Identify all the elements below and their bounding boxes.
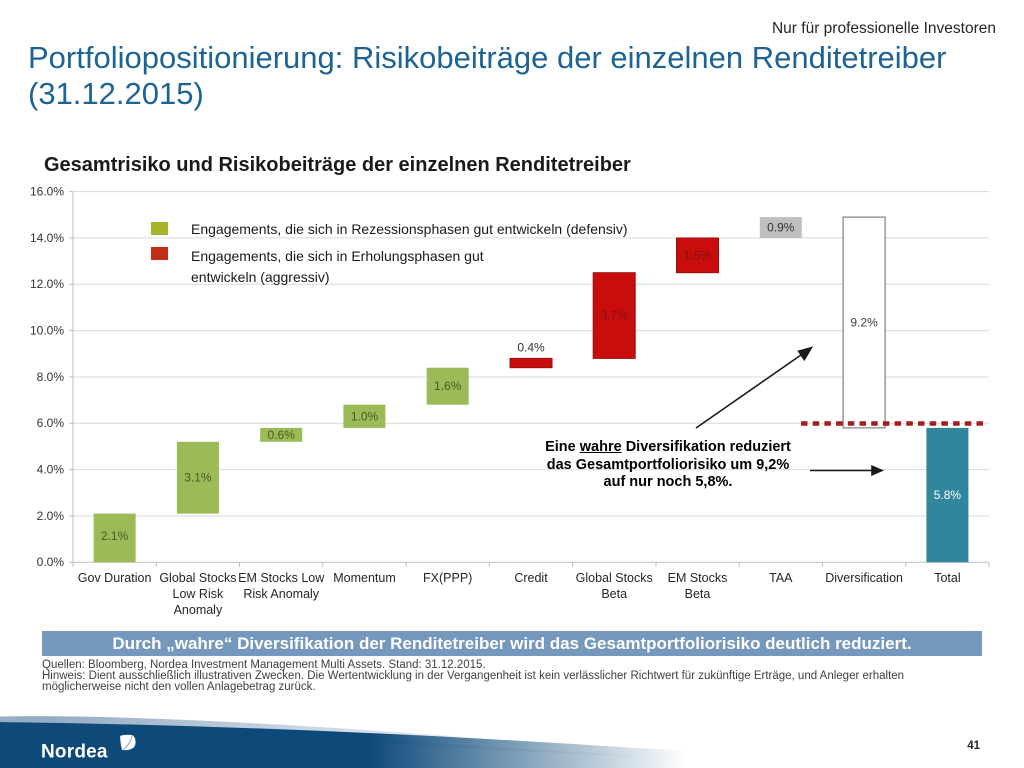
- svg-text:14.0%: 14.0%: [30, 231, 64, 245]
- svg-text:12.0%: 12.0%: [30, 277, 64, 291]
- svg-text:0.9%: 0.9%: [767, 221, 795, 235]
- svg-text:1.6%: 1.6%: [434, 379, 462, 393]
- svg-text:TAA: TAA: [769, 571, 793, 585]
- svg-text:Nordea: Nordea: [41, 742, 108, 763]
- svg-text:Beta: Beta: [685, 587, 711, 601]
- svg-text:9.2%: 9.2%: [850, 316, 878, 330]
- svg-text:Credit: Credit: [514, 571, 548, 585]
- svg-text:FX(PPP): FX(PPP): [423, 571, 472, 585]
- svg-text:2.0%: 2.0%: [37, 509, 65, 523]
- svg-text:2.1%: 2.1%: [101, 529, 129, 543]
- svg-text:10.0%: 10.0%: [30, 324, 64, 338]
- svg-text:Low Risk: Low Risk: [173, 587, 224, 601]
- svg-text:Anomaly: Anomaly: [174, 603, 223, 617]
- svg-text:Diversification: Diversification: [825, 571, 903, 585]
- svg-text:Global Stocks: Global Stocks: [576, 571, 653, 585]
- svg-text:1.5%: 1.5%: [684, 248, 712, 262]
- svg-text:5.8%: 5.8%: [934, 488, 962, 502]
- svg-text:0.6%: 0.6%: [268, 428, 296, 442]
- svg-text:3.7%: 3.7%: [601, 309, 629, 323]
- svg-text:16.0%: 16.0%: [30, 185, 64, 199]
- svg-text:Total: Total: [934, 571, 960, 585]
- svg-text:EM Stocks: EM Stocks: [668, 571, 728, 585]
- svg-text:6.0%: 6.0%: [37, 416, 65, 430]
- svg-text:Beta: Beta: [601, 587, 627, 601]
- svg-text:0.4%: 0.4%: [517, 341, 545, 355]
- svg-text:Gov Duration: Gov Duration: [78, 571, 152, 585]
- svg-text:4.0%: 4.0%: [37, 463, 65, 477]
- svg-text:EM Stocks Low: EM Stocks Low: [238, 571, 325, 585]
- svg-text:3.1%: 3.1%: [184, 471, 212, 485]
- svg-text:Global Stocks: Global Stocks: [159, 571, 236, 585]
- svg-text:0.0%: 0.0%: [37, 555, 65, 569]
- svg-text:Momentum: Momentum: [333, 571, 396, 585]
- svg-text:Risk Anomaly: Risk Anomaly: [243, 587, 319, 601]
- svg-text:8.0%: 8.0%: [37, 370, 65, 384]
- svg-text:1.0%: 1.0%: [351, 409, 379, 423]
